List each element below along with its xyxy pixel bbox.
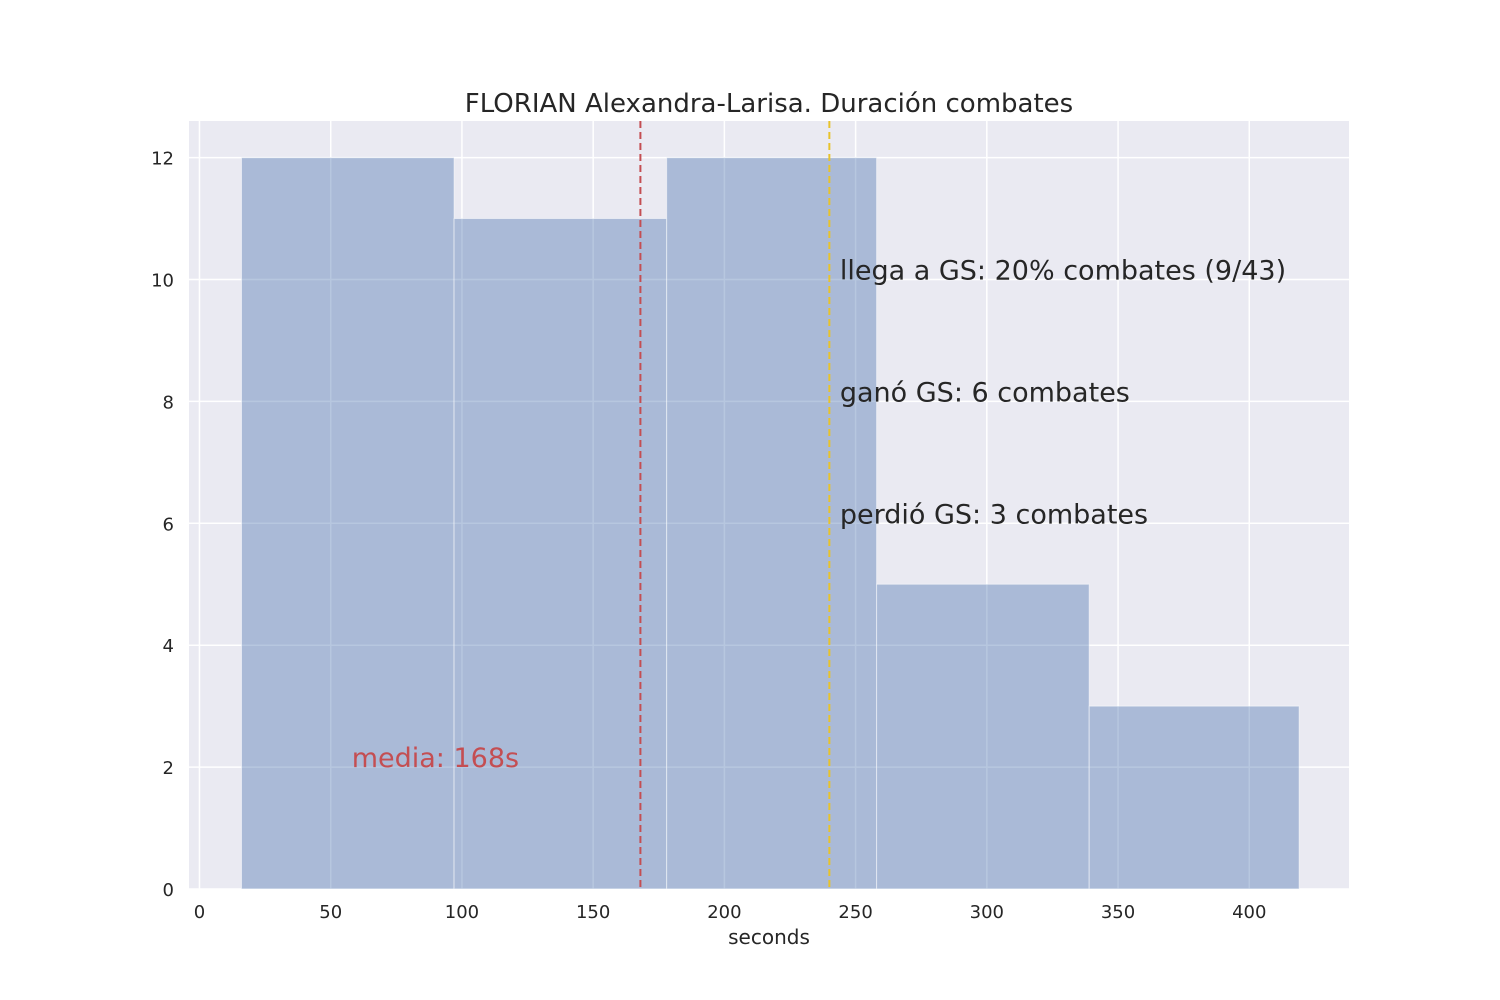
histogram-bar-5 bbox=[1088, 705, 1300, 890]
x-tick-label: 150 bbox=[576, 902, 610, 923]
y-tick-label: 0 bbox=[163, 880, 174, 901]
annotations: llega a GS: 20% combates (9/43) ganó GS: … bbox=[352, 255, 1286, 774]
histogram-bars bbox=[240, 157, 1300, 890]
x-axis-ticks: 0 50 100 150 200 250 300 350 400 bbox=[194, 902, 1267, 923]
y-axis-ticks: 0 2 4 6 8 10 12 bbox=[151, 149, 174, 901]
x-tick-label: 100 bbox=[445, 902, 479, 923]
gs-annotation-2: ganó GS: 6 combates bbox=[840, 377, 1130, 408]
y-tick-label: 12 bbox=[151, 149, 174, 170]
histogram-bar-3 bbox=[666, 157, 878, 890]
plot-area bbox=[189, 121, 1349, 889]
reference-lines bbox=[639, 121, 831, 889]
y-tick-label: 6 bbox=[163, 514, 174, 535]
mean-annotation: media: 168s bbox=[352, 743, 519, 774]
x-axis-label: seconds bbox=[728, 925, 810, 949]
x-tick-label: 50 bbox=[319, 902, 342, 923]
chart-title: FLORIAN Alexandra-Larisa. Duración comba… bbox=[465, 89, 1073, 119]
x-tick-label: 0 bbox=[194, 902, 205, 923]
x-tick-label: 250 bbox=[838, 902, 872, 923]
gs-annotation-3: perdió GS: 3 combates bbox=[840, 499, 1148, 530]
y-tick-label: 4 bbox=[163, 636, 174, 657]
histogram-bar-2 bbox=[453, 218, 668, 890]
x-tick-label: 350 bbox=[1101, 902, 1135, 923]
histogram-bar-4 bbox=[876, 583, 1090, 890]
histogram-bar-1 bbox=[240, 157, 455, 890]
gs-annotation-1: llega a GS: 20% combates (9/43) bbox=[840, 255, 1286, 286]
x-tick-label: 200 bbox=[707, 902, 741, 923]
x-tick-label: 300 bbox=[970, 902, 1004, 923]
y-tick-label: 10 bbox=[151, 270, 174, 291]
x-tick-label: 400 bbox=[1232, 902, 1266, 923]
y-tick-label: 8 bbox=[163, 392, 174, 413]
y-tick-label: 2 bbox=[163, 758, 174, 779]
